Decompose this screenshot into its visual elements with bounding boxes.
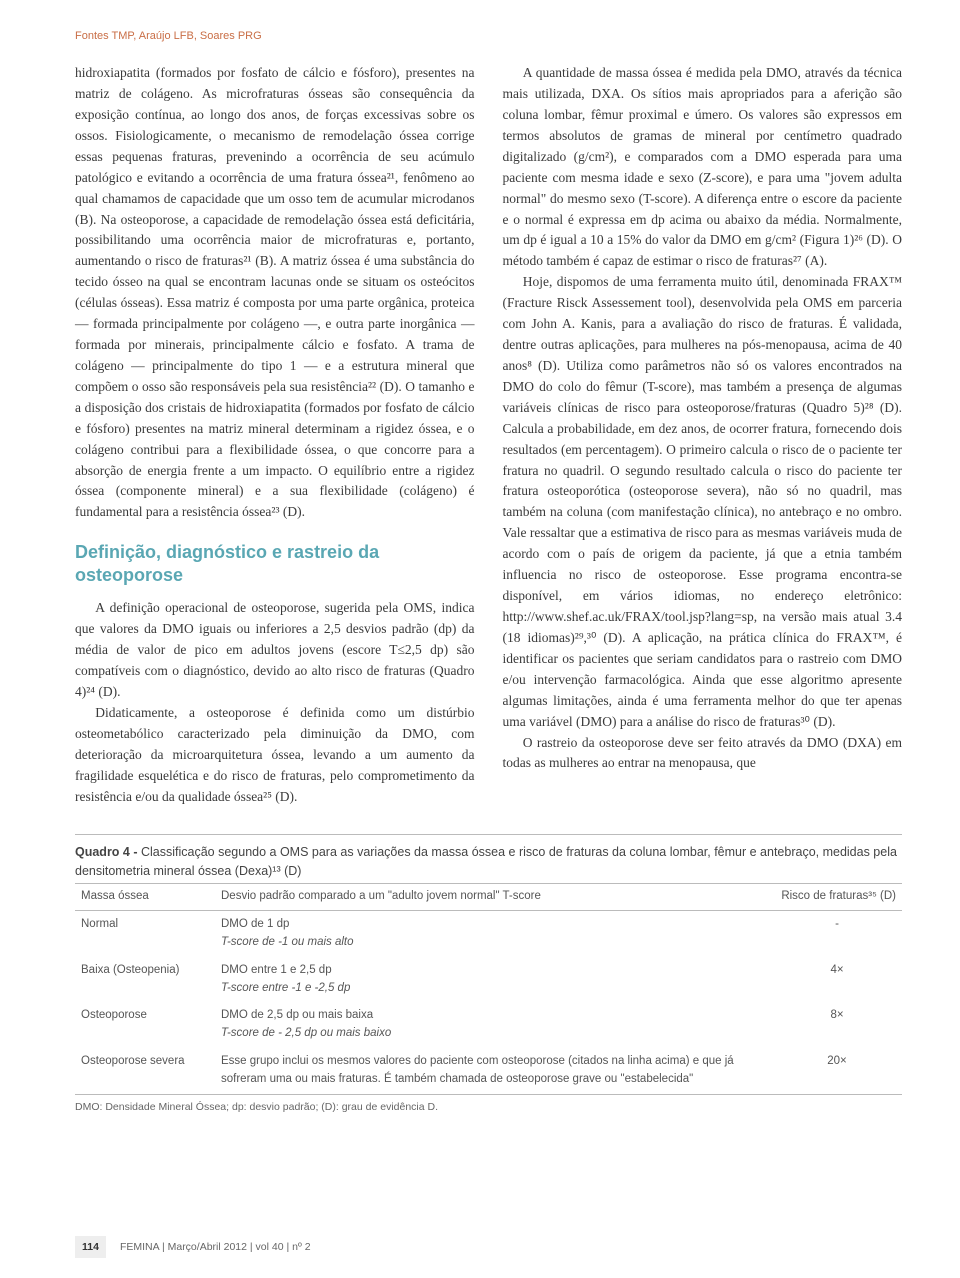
quadro-title-label: Quadro 4 - [75,845,141,859]
table-cell: 20× [772,1048,902,1094]
table-body: Normal DMO de 1 dpT-score de -1 ou mais … [75,911,902,1095]
column-left: hidroxiapatita (formados por fosfato de … [75,63,475,808]
table-cell: - [772,911,902,957]
table-cell: Baixa (Osteopenia) [75,957,215,1003]
page-footer: 114 FEMINA | Março/Abril 2012 | vol 40 |… [0,1236,960,1258]
paragraph: A definição operacional de osteoporose, … [75,598,475,703]
section-heading: Definição, diagnóstico e rastreio da ost… [75,541,475,586]
quadro-title: Quadro 4 - Classificação segundo a OMS p… [75,843,902,882]
table-footnote: DMO: Densidade Mineral Óssea; dp: desvio… [75,1099,902,1115]
footer-citation: FEMINA | Março/Abril 2012 | vol 40 | nº … [120,1239,311,1255]
quadro-title-text: Classificação segundo a OMS para as vari… [75,845,897,878]
paragraph: Didaticamente, a osteoporose é definida … [75,703,475,808]
table-row: Osteoporose severa Esse grupo inclui os … [75,1048,902,1094]
table-header: Risco de fraturas³⁵ (D) [772,884,902,911]
paragraph: hidroxiapatita (formados por fosfato de … [75,63,475,523]
table-cell: DMO entre 1 e 2,5 dpT-score entre -1 e -… [215,957,772,1003]
table-cell: DMO de 2,5 dp ou mais baixaT-score de - … [215,1002,772,1048]
table-cell: 4× [772,957,902,1003]
classification-table: Massa óssea Desvio padrão comparado a um… [75,883,902,1094]
table-header: Desvio padrão comparado a um "adulto jov… [215,884,772,911]
paragraph: A quantidade de massa óssea é medida pel… [503,63,903,272]
running-head: Fontes TMP, Araújo LFB, Soares PRG [75,28,902,45]
table-cell: Osteoporose [75,1002,215,1048]
table-row: Baixa (Osteopenia) DMO entre 1 e 2,5 dpT… [75,957,902,1003]
table-header: Massa óssea [75,884,215,911]
paragraph: Hoje, dispomos de uma ferramenta muito ú… [503,272,903,732]
page-number: 114 [75,1236,106,1258]
table-cell: Normal [75,911,215,957]
table-cell: 8× [772,1002,902,1048]
table-row: Normal DMO de 1 dpT-score de -1 ou mais … [75,911,902,957]
table-cell: Esse grupo inclui os mesmos valores do p… [215,1048,772,1094]
table-row: Osteoporose DMO de 2,5 dp ou mais baixaT… [75,1002,902,1048]
column-right: A quantidade de massa óssea é medida pel… [503,63,903,808]
table-cell: Osteoporose severa [75,1048,215,1094]
paragraph: O rastreio da osteoporose deve ser feito… [503,733,903,775]
table-cell: DMO de 1 dpT-score de -1 ou mais alto [215,911,772,957]
quadro-4: Quadro 4 - Classificação segundo a OMS p… [75,834,902,1115]
text-columns: hidroxiapatita (formados por fosfato de … [75,63,902,808]
